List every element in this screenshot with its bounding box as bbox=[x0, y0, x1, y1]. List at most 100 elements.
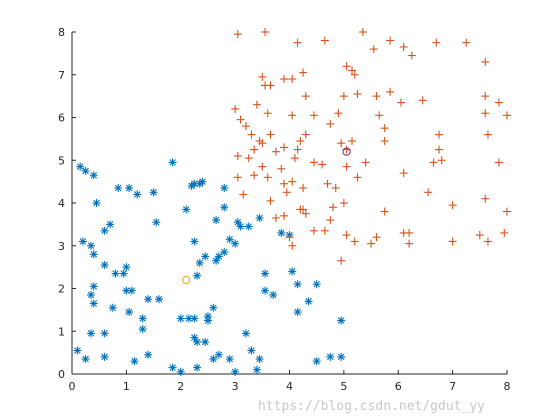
asterisk-point bbox=[122, 263, 131, 272]
plus-point bbox=[429, 158, 438, 167]
asterisk-point bbox=[193, 363, 202, 372]
asterisk-point bbox=[130, 357, 139, 366]
asterisk-point bbox=[198, 177, 207, 186]
plus-point bbox=[301, 209, 310, 218]
plus-point bbox=[263, 173, 272, 182]
watermark-url: https://blog.csdn.net/gdut_yy bbox=[258, 399, 485, 414]
plus-point bbox=[342, 231, 351, 240]
plus-point bbox=[326, 216, 335, 225]
plus-point bbox=[503, 207, 511, 216]
plus-point bbox=[448, 201, 457, 210]
x-tick-label: 6 bbox=[395, 380, 402, 393]
y-tick-label: 4 bbox=[58, 197, 65, 210]
plus-point bbox=[483, 237, 492, 246]
asterisk-point bbox=[220, 248, 229, 257]
asterisk-point bbox=[252, 365, 261, 374]
asterisk-point bbox=[182, 205, 191, 214]
plus-point bbox=[233, 30, 242, 39]
plus-point bbox=[242, 122, 250, 131]
y-axis-ticks: 0 1 2 3 4 5 6 7 8 bbox=[58, 26, 76, 381]
plus-point bbox=[263, 109, 272, 118]
plus-point bbox=[375, 111, 384, 120]
plus-point bbox=[437, 156, 446, 165]
plus-point bbox=[342, 62, 351, 71]
asterisk-point bbox=[220, 203, 229, 212]
centroid-circle-marker bbox=[342, 147, 351, 156]
plus-point bbox=[353, 173, 362, 182]
asterisk-point bbox=[269, 290, 278, 299]
asterisk-point bbox=[155, 295, 163, 304]
asterisk-point bbox=[89, 299, 98, 308]
asterisk-point bbox=[87, 329, 96, 338]
asterisk-point bbox=[326, 352, 335, 361]
asterisk-point bbox=[100, 329, 109, 338]
plus-point bbox=[500, 228, 509, 237]
plus-point bbox=[288, 111, 297, 120]
asterisk-point bbox=[92, 199, 101, 207]
plus-point bbox=[448, 237, 457, 246]
asterisk-point bbox=[231, 367, 240, 376]
asterisk-point bbox=[261, 286, 270, 295]
asterisk-point bbox=[201, 337, 210, 346]
x-tick-label: 8 bbox=[504, 380, 511, 393]
plus-point bbox=[296, 137, 305, 146]
plus-point bbox=[250, 171, 259, 180]
plus-point bbox=[494, 98, 503, 107]
plus-point bbox=[494, 158, 503, 167]
asterisk-point bbox=[220, 184, 229, 193]
plus-point bbox=[380, 124, 389, 133]
asterisk-point bbox=[119, 269, 128, 278]
asterisk-point bbox=[108, 303, 117, 312]
plus-point bbox=[367, 239, 376, 248]
plot-area: 0 1 2 3 4 5 6 7 8 0 1 2 3 4 5 6 7 8 bbox=[58, 26, 511, 393]
plus-point bbox=[418, 96, 427, 105]
plus-point bbox=[396, 98, 405, 107]
plus-point bbox=[358, 28, 367, 36]
plus-point bbox=[318, 160, 327, 169]
plus-point bbox=[481, 109, 490, 118]
plus-point bbox=[290, 154, 299, 163]
asterisk-point bbox=[176, 314, 185, 323]
asterisk-point bbox=[214, 252, 223, 261]
asterisk-point bbox=[76, 162, 85, 171]
asterisk-point bbox=[190, 333, 199, 342]
asterisk-point bbox=[212, 256, 221, 265]
plus-point bbox=[299, 68, 308, 77]
plus-point bbox=[261, 28, 270, 36]
asterisk-point bbox=[261, 269, 270, 278]
plus-point bbox=[255, 137, 264, 146]
asterisk-point bbox=[176, 367, 185, 376]
asterisk-point bbox=[255, 213, 264, 222]
plus-point bbox=[239, 190, 248, 199]
y-tick-label: 0 bbox=[58, 368, 65, 381]
asterisk-point bbox=[242, 329, 250, 338]
asterisk-point bbox=[168, 363, 177, 372]
plus-point bbox=[280, 143, 289, 152]
plus-point bbox=[323, 179, 332, 188]
y-tick-label: 3 bbox=[58, 240, 65, 253]
plus-point bbox=[361, 158, 370, 167]
asterisk-point bbox=[81, 166, 90, 175]
x-tick-label: 7 bbox=[449, 380, 456, 393]
asterisk-point bbox=[89, 250, 98, 259]
plus-point bbox=[369, 45, 378, 54]
asterisk-point bbox=[203, 316, 212, 325]
plus-point bbox=[320, 226, 329, 235]
asterisk-point bbox=[100, 226, 109, 235]
plus-point bbox=[399, 169, 408, 178]
asterisk-point bbox=[225, 355, 234, 364]
plus-point bbox=[271, 147, 280, 156]
plus-point bbox=[252, 100, 261, 109]
plus-point bbox=[258, 162, 267, 171]
plus-point bbox=[372, 233, 381, 242]
plus-point bbox=[320, 36, 329, 45]
asterisk-point bbox=[100, 260, 109, 269]
plus-point bbox=[372, 92, 381, 101]
plus-point bbox=[309, 226, 318, 235]
plus-point bbox=[353, 89, 362, 98]
asterisk-point bbox=[133, 190, 142, 199]
plus-point bbox=[435, 130, 444, 139]
x-tick-label: 4 bbox=[286, 380, 293, 393]
plus-point bbox=[380, 137, 389, 146]
